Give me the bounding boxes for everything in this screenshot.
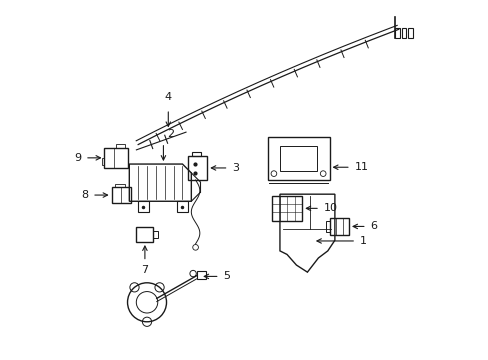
Bar	[272, 196, 302, 221]
Text: 11: 11	[354, 162, 367, 172]
Bar	[267, 138, 329, 180]
Text: 1: 1	[359, 236, 366, 246]
Bar	[187, 156, 207, 180]
Text: 5: 5	[223, 271, 230, 282]
Bar	[325, 221, 329, 231]
Bar	[138, 201, 148, 212]
Text: 3: 3	[232, 163, 239, 173]
Bar	[329, 218, 348, 235]
Text: 6: 6	[369, 221, 377, 231]
Text: 8: 8	[81, 190, 88, 200]
Bar	[111, 187, 131, 203]
Bar	[197, 271, 206, 279]
Text: 10: 10	[323, 203, 337, 213]
Bar	[177, 201, 187, 212]
Bar	[104, 148, 127, 168]
Text: 4: 4	[164, 92, 171, 102]
Bar	[279, 146, 317, 171]
Bar	[153, 231, 157, 238]
Bar	[401, 28, 406, 38]
Bar	[191, 152, 201, 156]
Bar	[407, 28, 412, 38]
Bar	[102, 158, 104, 165]
Text: 2: 2	[166, 129, 174, 139]
Text: 7: 7	[141, 265, 148, 275]
Bar	[136, 227, 153, 242]
Bar	[115, 184, 125, 187]
Bar	[116, 144, 125, 148]
Text: 9: 9	[74, 153, 81, 163]
Bar	[394, 28, 399, 38]
